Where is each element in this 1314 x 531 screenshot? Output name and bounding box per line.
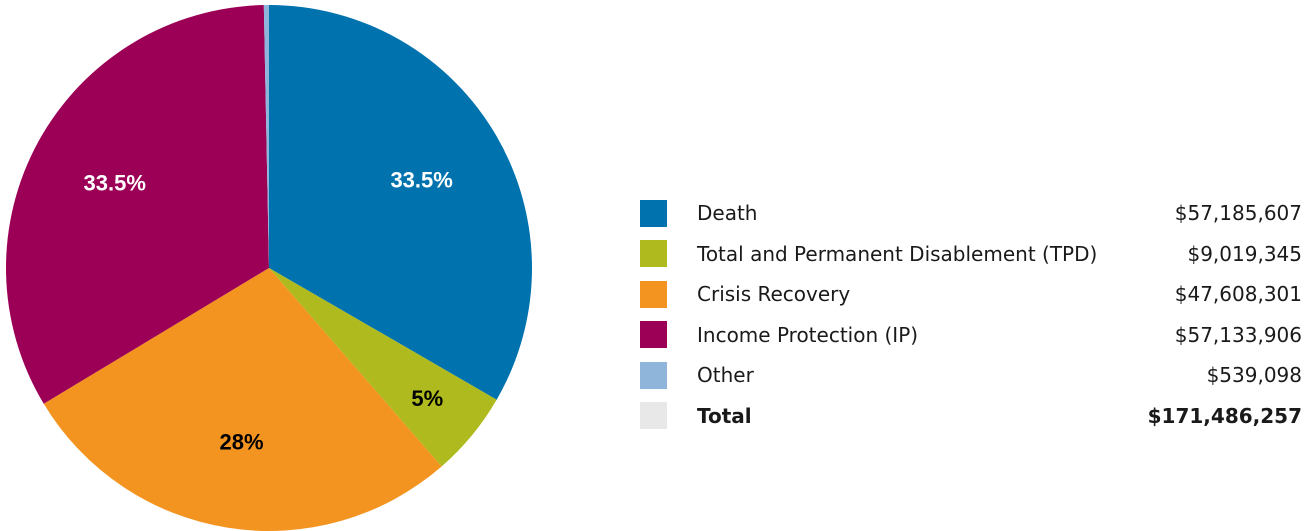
legend-value: $47,608,301 — [1174, 282, 1302, 307]
pie-slice-death — [269, 5, 533, 400]
legend-swatch — [640, 321, 667, 349]
legend-swatch — [640, 361, 667, 389]
slice-percent-label: 33.5% — [84, 170, 146, 195]
legend-value: $171,486,257 — [1147, 403, 1302, 428]
legend-swatch — [640, 199, 667, 227]
legend-label: Other — [697, 363, 754, 388]
legend-value: $9,019,345 — [1187, 241, 1302, 266]
legend: Death $57,185,607 Total and Permanent Di… — [640, 193, 1302, 436]
legend-item-tpd: Total and Permanent Disablement (TPD) $9… — [640, 234, 1302, 275]
legend-swatch — [640, 280, 667, 308]
legend-value: $539,098 — [1206, 363, 1302, 388]
slice-percent-label: 28% — [220, 430, 264, 455]
legend-swatch — [640, 402, 667, 430]
legend-item-crisis-recovery: Crisis Recovery $47,608,301 — [640, 274, 1302, 315]
legend-item-death: Death $57,185,607 — [640, 193, 1302, 234]
slice-percent-label: 33.5% — [390, 167, 452, 192]
pie-slice-crisis-recovery — [43, 268, 442, 531]
pie-chart: 33.5% 5% 28% 33.5% — [6, 4, 533, 531]
pie-slice-income-protection-ip — [6, 5, 270, 404]
legend-swatch — [640, 240, 667, 268]
legend-label: Total and Permanent Disablement (TPD) — [697, 241, 1098, 266]
legend-label: Crisis Recovery — [697, 282, 851, 307]
legend-label: Total — [697, 403, 752, 428]
legend-label: Income Protection (IP) — [697, 322, 919, 347]
pie-slices — [6, 4, 533, 531]
legend-label: Death — [697, 201, 758, 226]
legend-item-total: Total $171,486,257 — [640, 396, 1302, 437]
legend-value: $57,185,607 — [1174, 201, 1302, 226]
legend-value: $57,133,906 — [1174, 322, 1302, 347]
pie-labels: 33.5% 5% 28% 33.5% — [84, 167, 453, 454]
pie-slice-other — [263, 4, 269, 268]
pie-slice-total-and-permanent-disablement-tpd — [269, 268, 497, 467]
legend-item-other: Other $539,098 — [640, 355, 1302, 396]
legend-item-income-protection: Income Protection (IP) $57,133,906 — [640, 315, 1302, 356]
slice-percent-label: 5% — [411, 386, 443, 411]
